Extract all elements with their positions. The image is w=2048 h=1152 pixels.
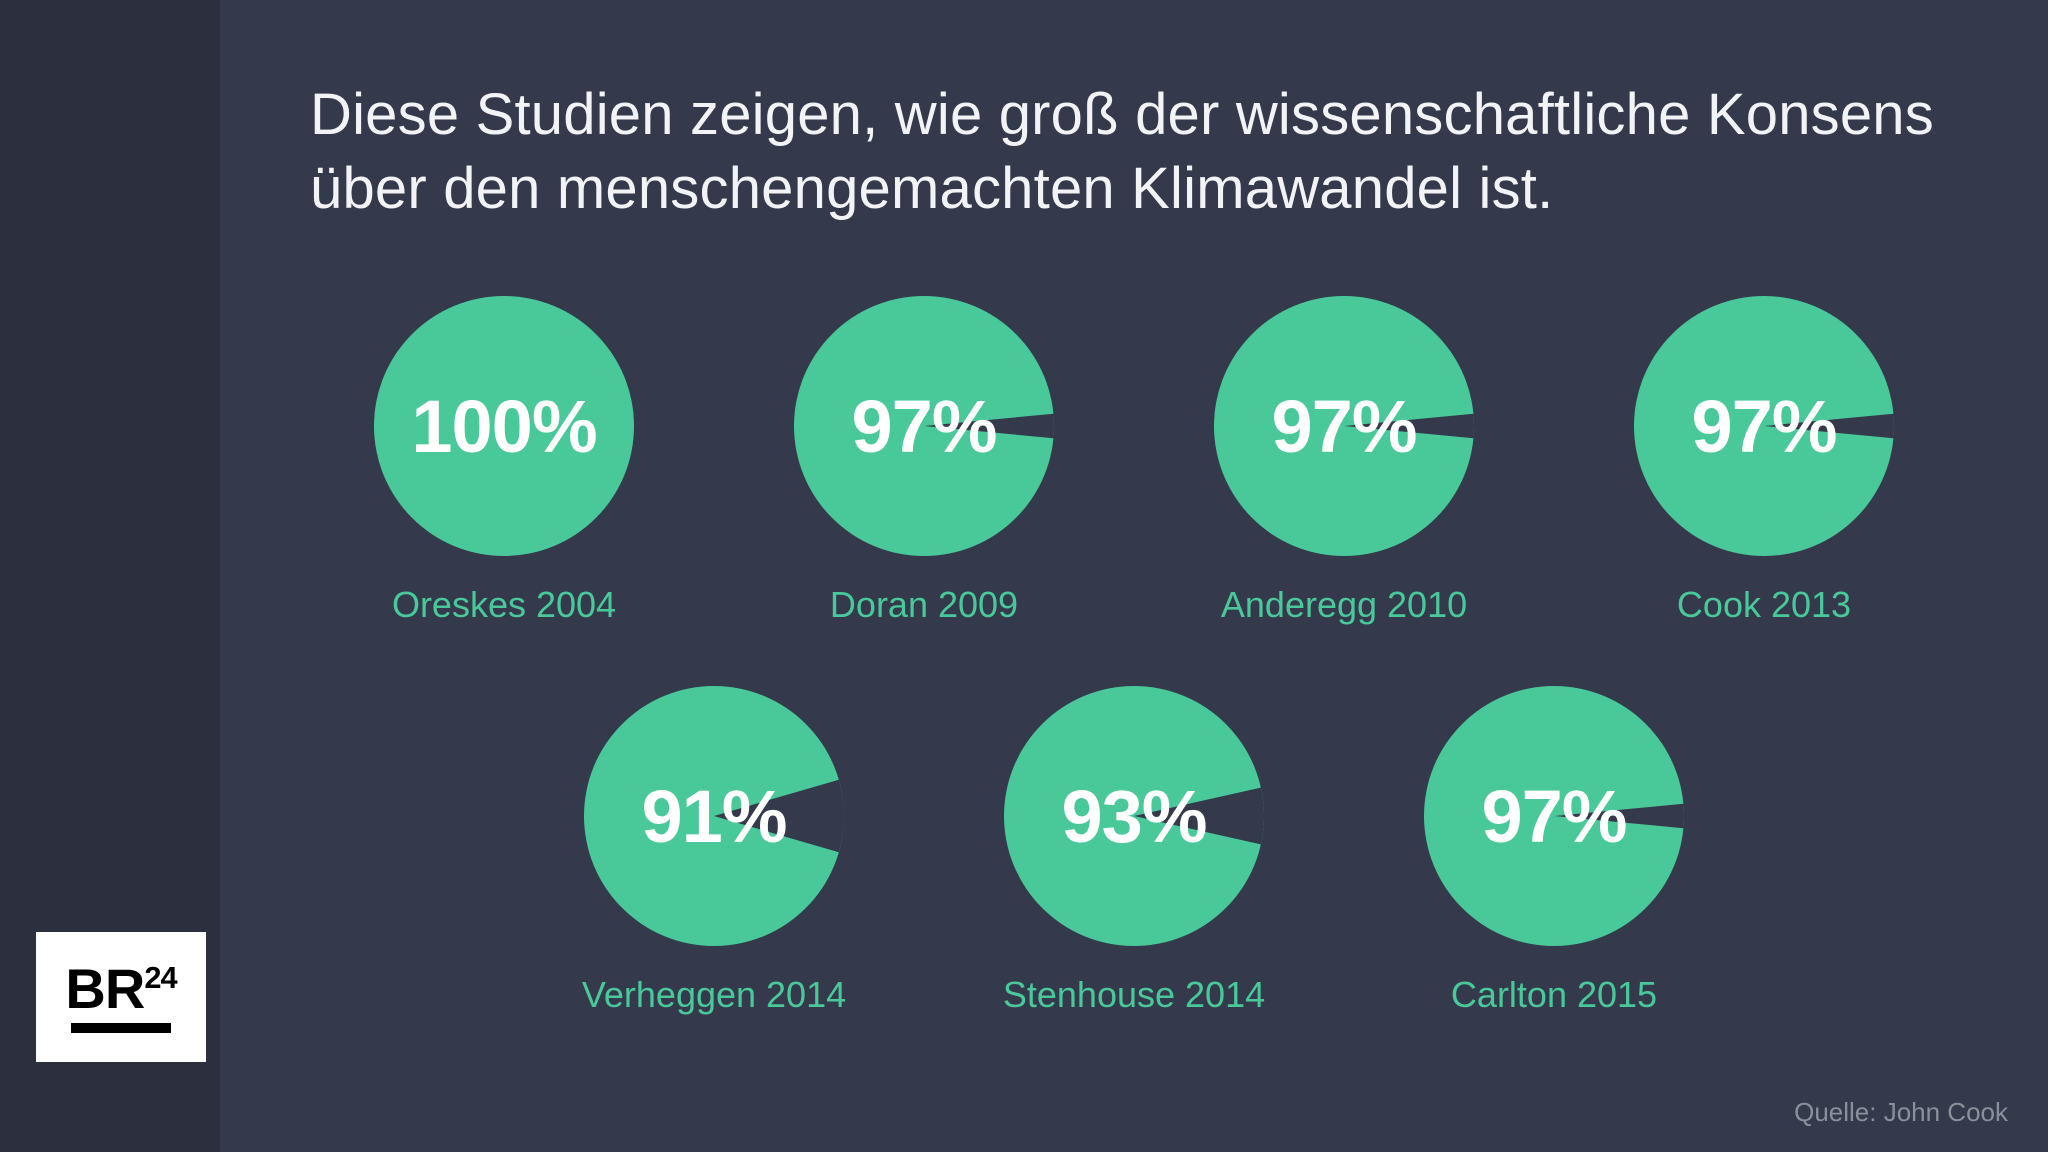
logo-underline [71, 1023, 171, 1033]
pie-chart: 97% [1424, 686, 1684, 946]
pie-row: 100% Oreskes 2004 97% Doran 2009 97% Anderegg… [364, 296, 1904, 626]
study-pie: 91% Verheggen 2014 [574, 686, 854, 1016]
study-pie: 100% Oreskes 2004 [364, 296, 644, 626]
study-label: Verheggen 2014 [582, 974, 846, 1016]
study-pie: 93% Stenhouse 2014 [994, 686, 1274, 1016]
pie-chart: 97% [794, 296, 1054, 556]
pie-rows: 100% Oreskes 2004 97% Doran 2009 97% Anderegg… [310, 296, 1958, 1016]
study-label: Stenhouse 2014 [1003, 974, 1265, 1016]
pie-percent-label: 97% [1214, 296, 1474, 556]
pie-percent-label: 97% [1424, 686, 1684, 946]
pie-chart: 93% [1004, 686, 1264, 946]
study-pie: 97% Anderegg 2010 [1204, 296, 1484, 626]
pie-percent-label: 93% [1004, 686, 1264, 946]
pie-percent-label: 100% [374, 296, 634, 556]
study-label: Doran 2009 [830, 584, 1018, 626]
source-credit: Quelle: John Cook [1794, 1097, 2008, 1128]
study-pie: 97% Carlton 2015 [1414, 686, 1694, 1016]
study-label: Cook 2013 [1677, 584, 1851, 626]
logo-text: BR24 [65, 961, 176, 1017]
pie-chart: 91% [584, 686, 844, 946]
main-panel: Diese Studien zeigen, wie groß der wisse… [220, 0, 2048, 1152]
study-label: Carlton 2015 [1451, 974, 1657, 1016]
pie-percent-label: 97% [1634, 296, 1894, 556]
pie-row: 91% Verheggen 2014 93% Stenhouse 2014 97% Car… [574, 686, 1694, 1016]
br24-logo: BR24 [36, 932, 206, 1062]
study-label: Oreskes 2004 [392, 584, 616, 626]
chart-title: Diese Studien zeigen, wie groß der wisse… [310, 78, 1958, 226]
study-pie: 97% Cook 2013 [1624, 296, 1904, 626]
pie-percent-label: 91% [584, 686, 844, 946]
pie-chart: 97% [1214, 296, 1474, 556]
pie-percent-label: 97% [794, 296, 1054, 556]
pie-chart: 100% [374, 296, 634, 556]
study-pie: 97% Doran 2009 [784, 296, 1064, 626]
study-label: Anderegg 2010 [1221, 584, 1467, 626]
pie-chart: 97% [1634, 296, 1894, 556]
